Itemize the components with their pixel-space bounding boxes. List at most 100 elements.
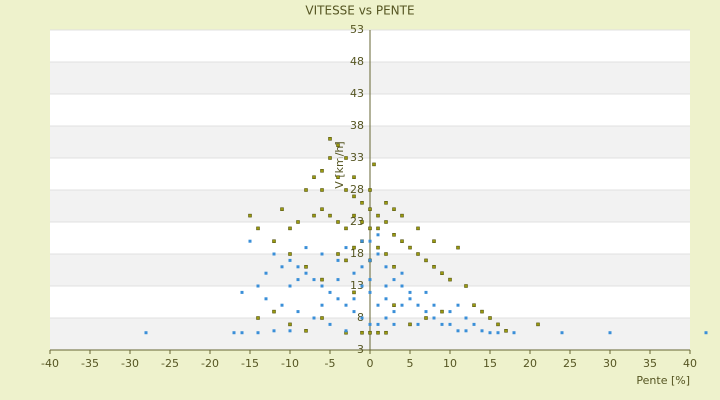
x-tick-label: 25 xyxy=(563,357,577,370)
point xyxy=(344,156,348,160)
point xyxy=(384,284,388,288)
point xyxy=(408,297,412,301)
point xyxy=(368,226,372,231)
point xyxy=(320,316,324,320)
point xyxy=(328,322,332,326)
point xyxy=(312,316,316,320)
point xyxy=(344,226,348,231)
point xyxy=(424,258,428,263)
y-tick-label: 33 xyxy=(350,151,364,164)
point xyxy=(280,303,284,307)
point xyxy=(288,329,292,333)
point xyxy=(456,245,460,250)
point xyxy=(464,329,468,333)
point xyxy=(488,316,492,320)
point xyxy=(472,303,476,307)
point xyxy=(400,284,404,288)
point xyxy=(608,331,612,335)
point xyxy=(368,278,372,282)
point xyxy=(456,329,460,333)
point xyxy=(496,331,500,335)
x-tick-label: -40 xyxy=(41,357,59,370)
x-tick-label: 10 xyxy=(443,357,457,370)
point xyxy=(296,220,300,224)
point xyxy=(272,252,276,256)
point xyxy=(352,245,356,250)
x-tick-label: -5 xyxy=(325,357,336,370)
point xyxy=(232,331,236,335)
point xyxy=(344,303,348,307)
point xyxy=(368,322,372,326)
x-tick-label: 20 xyxy=(523,357,537,370)
x-tick-label: 30 xyxy=(603,357,617,370)
point xyxy=(336,252,340,256)
point xyxy=(472,322,476,326)
point xyxy=(256,284,260,288)
point xyxy=(392,303,396,307)
point xyxy=(352,213,356,218)
point xyxy=(376,252,380,256)
point xyxy=(416,322,420,326)
point xyxy=(368,239,372,243)
point xyxy=(392,322,396,326)
x-tick-label: 0 xyxy=(367,357,374,370)
point xyxy=(384,220,388,224)
point xyxy=(448,322,452,326)
point xyxy=(424,290,428,294)
point xyxy=(344,188,348,192)
point xyxy=(344,246,348,250)
point xyxy=(280,207,284,211)
point xyxy=(496,322,500,327)
point xyxy=(432,265,436,269)
point xyxy=(344,258,348,263)
x-tick-label: 35 xyxy=(643,357,657,370)
point xyxy=(336,278,340,282)
point xyxy=(352,290,356,295)
point xyxy=(240,290,244,294)
point xyxy=(288,284,292,288)
point xyxy=(372,162,376,167)
point xyxy=(264,297,268,301)
point xyxy=(360,220,364,224)
point xyxy=(400,271,404,275)
point xyxy=(304,188,308,192)
point xyxy=(256,226,260,231)
point xyxy=(392,207,396,211)
point xyxy=(416,252,420,256)
point xyxy=(560,331,564,335)
point xyxy=(328,290,332,294)
point xyxy=(392,233,396,237)
point xyxy=(248,239,252,243)
point xyxy=(312,175,316,179)
point xyxy=(320,188,324,192)
point xyxy=(312,278,316,282)
point xyxy=(384,297,388,301)
y-tick-label: 43 xyxy=(350,87,364,100)
point xyxy=(296,310,300,314)
point xyxy=(424,310,428,314)
point xyxy=(352,297,356,301)
point xyxy=(440,309,444,314)
y-tick-label: 53 xyxy=(350,23,364,36)
point xyxy=(280,265,284,269)
point xyxy=(352,271,356,275)
x-tick-label: 15 xyxy=(483,357,497,370)
point xyxy=(256,316,260,320)
point xyxy=(288,322,292,327)
y-tick-label: 13 xyxy=(350,279,364,292)
point xyxy=(464,284,468,288)
point xyxy=(416,303,420,307)
y-axis-label: V [km/h] xyxy=(333,141,346,188)
point xyxy=(376,330,380,335)
point xyxy=(480,309,484,314)
point xyxy=(336,297,340,301)
y-tick-label: 38 xyxy=(350,119,364,132)
point xyxy=(408,322,412,327)
point xyxy=(336,220,340,224)
x-tick-label: 40 xyxy=(683,357,697,370)
point xyxy=(376,322,380,326)
point xyxy=(512,331,516,335)
point xyxy=(320,284,324,288)
point xyxy=(480,329,484,333)
